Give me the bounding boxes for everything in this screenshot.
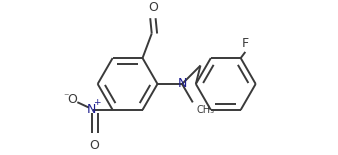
Text: +: + bbox=[94, 98, 101, 107]
Text: N: N bbox=[87, 103, 97, 116]
Text: O: O bbox=[90, 139, 100, 152]
Text: CH₃: CH₃ bbox=[197, 105, 215, 115]
Text: F: F bbox=[242, 37, 249, 50]
Text: ⁻: ⁻ bbox=[63, 92, 69, 102]
Text: N: N bbox=[177, 78, 187, 91]
Text: O: O bbox=[67, 93, 77, 106]
Text: O: O bbox=[148, 1, 158, 14]
